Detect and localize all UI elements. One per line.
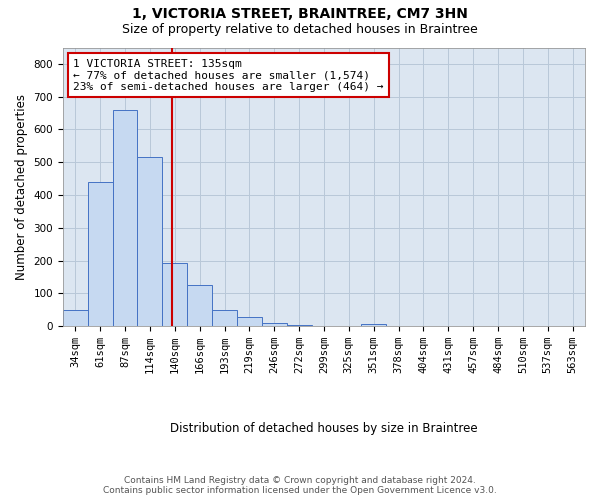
Bar [187,285,212,326]
Bar [63,310,88,326]
Bar [287,324,311,326]
Bar [361,324,386,326]
Bar [262,323,287,326]
Bar [237,318,262,326]
Bar [113,110,137,326]
Bar [212,310,237,326]
Bar [137,158,163,326]
Y-axis label: Number of detached properties: Number of detached properties [15,94,28,280]
Text: Size of property relative to detached houses in Braintree: Size of property relative to detached ho… [122,22,478,36]
Text: 1, VICTORIA STREET, BRAINTREE, CM7 3HN: 1, VICTORIA STREET, BRAINTREE, CM7 3HN [132,8,468,22]
Bar [163,263,187,326]
Text: 1 VICTORIA STREET: 135sqm
← 77% of detached houses are smaller (1,574)
23% of se: 1 VICTORIA STREET: 135sqm ← 77% of detac… [73,58,384,92]
Text: Contains HM Land Registry data © Crown copyright and database right 2024.
Contai: Contains HM Land Registry data © Crown c… [103,476,497,495]
X-axis label: Distribution of detached houses by size in Braintree: Distribution of detached houses by size … [170,422,478,435]
Bar [88,182,113,326]
